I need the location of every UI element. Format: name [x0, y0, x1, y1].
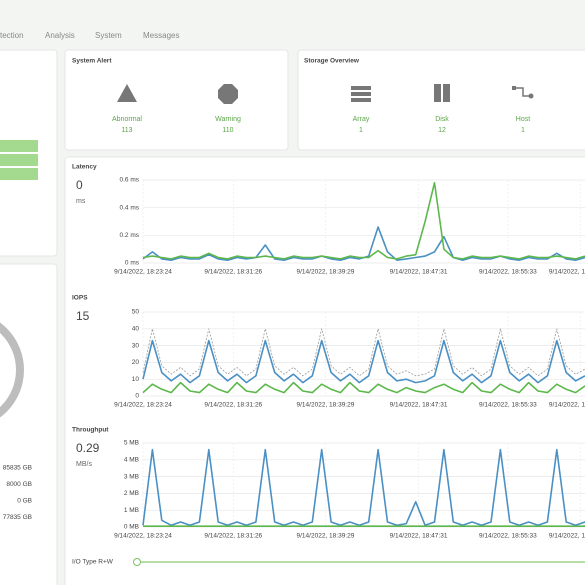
chart-title: Latency: [72, 164, 97, 171]
capacity-value: 85835 GB: [3, 465, 32, 472]
x-tick-label: 9/14/2022, 18:55:33: [479, 402, 537, 409]
x-tick-label: 9/14/2022, 18:55:33: [479, 533, 537, 540]
y-tick-label: 0: [135, 393, 139, 400]
capacity-bar: [0, 140, 38, 152]
host-icon: [528, 93, 534, 99]
x-tick-label: 9/14/2022, 1: [549, 269, 585, 276]
nav-item[interactable]: Analysis: [45, 31, 75, 40]
x-tick-label: 9/14/2022, 18:39:29: [297, 402, 355, 409]
x-tick-label: 9/14/2022, 18:23:24: [114, 402, 172, 409]
series-line: [142, 448, 585, 527]
y-tick-label: 10: [132, 376, 140, 383]
array-icon: [351, 86, 371, 90]
y-tick-label: 50: [132, 309, 140, 316]
current-value: 0.29: [76, 441, 100, 455]
host-icon: [515, 87, 529, 97]
y-tick-label: 0 MB: [124, 524, 139, 531]
y-tick-label: 2 MB: [124, 490, 139, 497]
cards: [0, 49, 585, 585]
storage-label: Disk: [435, 116, 449, 123]
y-tick-label: 0.6 ms: [119, 177, 139, 184]
series-line: [142, 182, 585, 260]
chart-title: Throughput: [72, 427, 109, 434]
y-tick-label: 0.4 ms: [119, 204, 139, 211]
x-tick-label: 9/14/2022, 18:55:33: [479, 269, 537, 276]
y-tick-label: 4 MB: [124, 457, 139, 464]
chart-title: IOPS: [72, 295, 88, 302]
series-line: [142, 328, 585, 377]
capacity-value: 77835 GB: [3, 514, 32, 521]
y-tick-label: 5 MB: [124, 440, 139, 447]
slider-handle[interactable]: [133, 558, 141, 566]
array-icon: [351, 92, 371, 96]
current-unit: MB/s: [76, 461, 92, 468]
y-tick-label: 3 MB: [124, 473, 139, 480]
card-title: Storage Overview: [304, 58, 360, 65]
capacity-ring: [0, 322, 24, 418]
warning-icon: [218, 84, 238, 104]
storage-count: 1: [521, 127, 525, 134]
x-tick-label: 9/14/2022, 18:47:31: [390, 533, 448, 540]
left-card: [0, 263, 58, 585]
current-value: 0: [76, 178, 83, 192]
storage-card: [297, 49, 585, 151]
io-type-select[interactable]: I/O Type R+W: [72, 559, 114, 566]
alert-card: [64, 49, 289, 151]
storage-count: 1: [359, 127, 363, 134]
perf-card: [64, 156, 585, 585]
storage-label: Host: [516, 116, 530, 123]
x-tick-label: 9/14/2022, 1: [549, 533, 585, 540]
x-tick-label: 9/14/2022, 18:31:26: [204, 533, 262, 540]
x-tick-label: 9/14/2022, 18:23:24: [114, 269, 172, 276]
series-line: [142, 339, 585, 384]
alert-label: Abnormal: [112, 116, 142, 123]
x-tick-label: 9/14/2022, 18:39:29: [297, 533, 355, 540]
x-tick-label: 9/14/2022, 18:47:31: [390, 402, 448, 409]
current-value: 15: [76, 309, 90, 323]
nav-item[interactable]: System: [95, 31, 122, 40]
storage-count: 12: [438, 127, 446, 134]
nav-item[interactable]: tection: [0, 31, 24, 40]
x-tick-label: 9/14/2022, 18:23:24: [114, 533, 172, 540]
y-tick-label: 0 ms: [125, 260, 140, 267]
capacity-bar: [0, 168, 38, 180]
y-tick-label: 20: [132, 359, 140, 366]
alert-count: 113: [121, 127, 132, 134]
abnormal-icon: [117, 84, 137, 102]
nav-item[interactable]: Messages: [143, 31, 179, 40]
current-unit: ms: [76, 198, 86, 205]
capacity-value: 0 GB: [17, 498, 32, 505]
x-tick-label: 9/14/2022, 18:39:29: [297, 269, 355, 276]
y-tick-label: 1 MB: [124, 507, 139, 514]
host-icon: [512, 86, 516, 90]
y-tick-label: 0.2 ms: [119, 232, 139, 239]
storage-label: Array: [353, 116, 370, 123]
alert-count: 110: [222, 127, 233, 134]
icons: [117, 84, 534, 104]
series-line: [142, 381, 585, 394]
capacity-value: 8000 GB: [6, 481, 32, 488]
disk-icon: [443, 84, 450, 102]
card-title: System Alert: [72, 58, 112, 65]
x-tick-label: 9/14/2022, 18:31:26: [204, 269, 262, 276]
capacity-bar: [0, 154, 38, 166]
x-tick-label: 9/14/2022, 18:47:31: [390, 269, 448, 276]
alert-label: Warning: [215, 116, 241, 123]
y-tick-label: 40: [132, 326, 140, 333]
x-tick-label: 9/14/2022, 1: [549, 402, 585, 409]
left-card: [0, 49, 58, 257]
array-icon: [351, 98, 371, 102]
disk-icon: [434, 84, 441, 102]
x-tick-label: 9/14/2022, 18:31:26: [204, 402, 262, 409]
y-tick-label: 30: [132, 342, 140, 349]
